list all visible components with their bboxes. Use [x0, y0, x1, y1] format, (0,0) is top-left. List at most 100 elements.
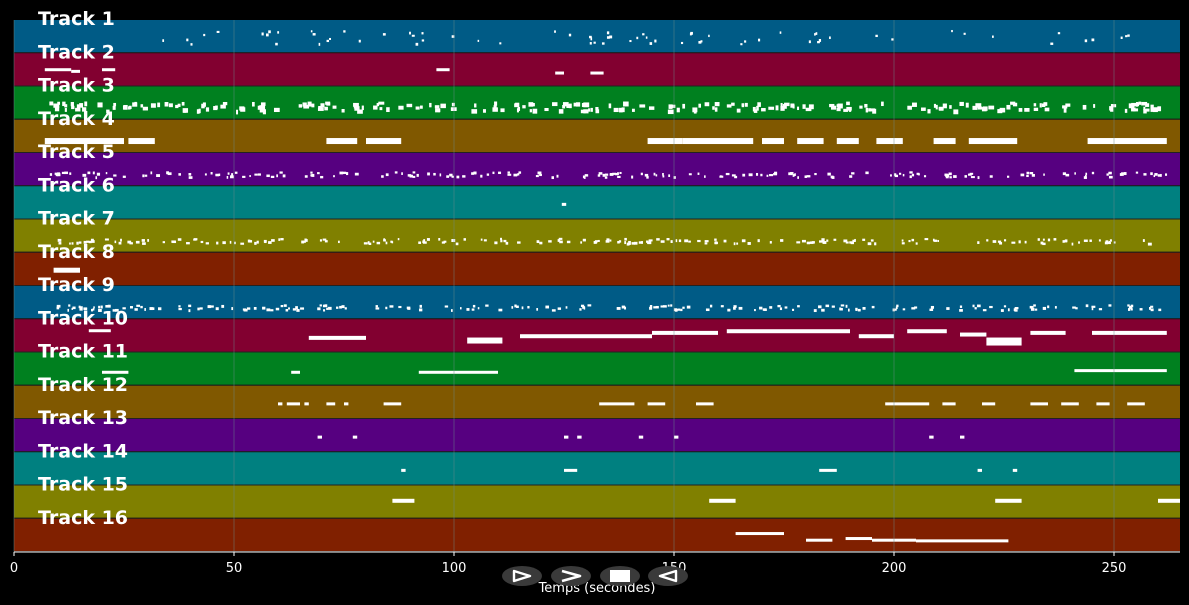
rewind-button[interactable]: [648, 566, 688, 586]
note: [851, 172, 855, 175]
note: [731, 102, 735, 106]
note: [418, 370, 498, 374]
note: [156, 174, 161, 178]
note: [318, 105, 323, 111]
note: [385, 241, 388, 245]
note: [537, 171, 542, 175]
note: [581, 103, 587, 108]
note: [1113, 241, 1116, 244]
note: [441, 241, 446, 244]
note: [188, 176, 193, 179]
note: [162, 241, 166, 244]
note: [565, 306, 568, 309]
note: [92, 308, 95, 311]
note: [419, 304, 422, 308]
note: [805, 107, 812, 112]
playback-controls: [502, 566, 692, 588]
note: [86, 240, 90, 243]
note: [178, 173, 181, 176]
note: [242, 175, 246, 178]
note: [1128, 305, 1133, 309]
note: [652, 330, 718, 335]
note: [517, 173, 520, 176]
note: [819, 240, 823, 243]
note: [671, 104, 676, 108]
note: [215, 307, 219, 311]
note: [68, 304, 71, 307]
note: [907, 329, 947, 334]
note: [96, 172, 101, 176]
note: [667, 109, 674, 115]
track-label: Track 1: [38, 8, 115, 30]
note: [1078, 241, 1080, 244]
note: [911, 173, 915, 177]
note: [471, 172, 474, 175]
note: [583, 176, 586, 179]
note: [1108, 240, 1111, 244]
note: [953, 175, 957, 178]
track-label: Track 13: [38, 407, 128, 429]
note: [141, 239, 145, 242]
note: [601, 42, 605, 45]
note: [280, 304, 284, 308]
note: [806, 538, 833, 542]
note: [199, 307, 203, 310]
note: [140, 104, 144, 108]
note: [128, 105, 132, 110]
note: [181, 101, 185, 106]
note: [869, 108, 875, 112]
note: [735, 532, 784, 536]
note: [1098, 239, 1101, 242]
note: [850, 241, 855, 245]
note: [1142, 239, 1145, 242]
note: [907, 105, 912, 110]
note: [564, 435, 569, 439]
note: [1109, 239, 1112, 242]
note: [836, 138, 859, 145]
note: [344, 307, 347, 310]
note: [808, 104, 814, 110]
track-label: Track 7: [38, 208, 115, 230]
note: [1033, 103, 1037, 107]
note: [609, 35, 613, 39]
note: [609, 239, 612, 242]
note: [1132, 108, 1139, 112]
track-label: Track 4: [38, 108, 115, 130]
fast-forward-button[interactable]: [551, 566, 591, 586]
play-button[interactable]: [502, 566, 542, 586]
note: [150, 171, 153, 175]
note: [97, 102, 103, 108]
note: [483, 239, 487, 242]
note: [230, 175, 234, 179]
note: [662, 172, 664, 176]
note: [376, 241, 381, 245]
note: [915, 242, 918, 245]
note: [977, 468, 982, 472]
note: [494, 101, 498, 106]
note: [1120, 36, 1123, 40]
note: [1084, 174, 1087, 177]
note: [1000, 309, 1004, 312]
note: [257, 173, 261, 176]
note: [324, 240, 328, 243]
stop-button[interactable]: [600, 566, 640, 586]
note: [310, 30, 313, 33]
note: [963, 32, 966, 35]
note: [604, 173, 609, 176]
note: [367, 241, 370, 244]
note: [1125, 35, 1128, 38]
note: [617, 241, 620, 244]
track-label: Track 3: [38, 75, 115, 97]
note: [317, 307, 321, 311]
note: [712, 106, 715, 110]
note: [1020, 173, 1025, 177]
note: [551, 176, 554, 180]
note: [373, 105, 378, 110]
note: [285, 309, 289, 312]
note: [959, 309, 963, 312]
note: [514, 304, 517, 308]
note: [83, 307, 88, 310]
note: [864, 103, 868, 108]
note: [522, 105, 526, 109]
note: [421, 39, 425, 42]
